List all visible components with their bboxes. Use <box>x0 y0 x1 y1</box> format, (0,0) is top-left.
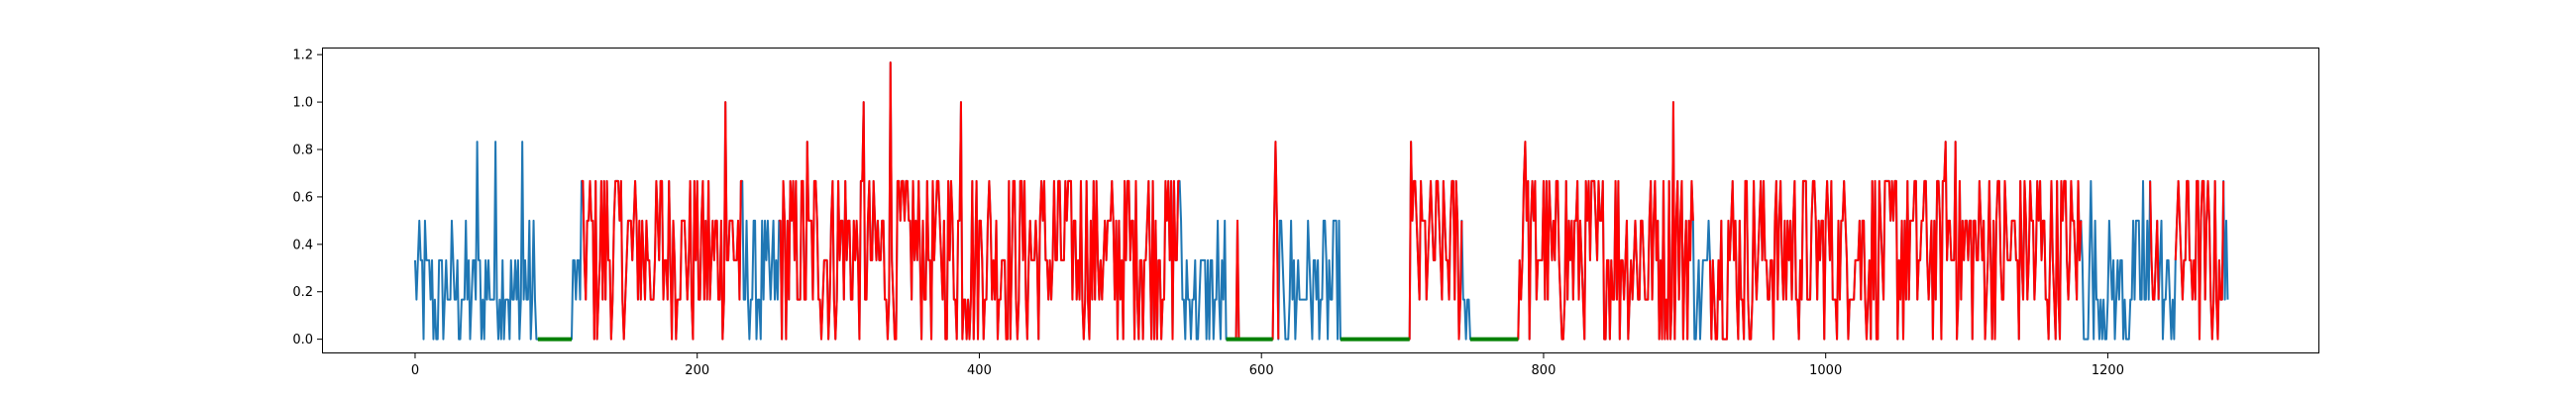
plot-marks <box>413 61 2229 342</box>
series-line-red-segment <box>1708 141 2083 341</box>
x-tick-label: 1000 <box>1809 363 1842 378</box>
y-axis: 0.0 0.2 0.4 0.6 0.8 1.0 1.2 <box>292 49 322 347</box>
x-tick-label: 1200 <box>2092 363 2124 378</box>
series-line-red-segment <box>1514 101 1694 341</box>
x-tick-label: 0 <box>411 363 419 378</box>
y-tick-label: 1.2 <box>292 49 313 63</box>
plot-frame <box>322 48 2319 353</box>
series-line-red-segment <box>1233 141 1280 341</box>
x-tick-label: 400 <box>967 363 992 378</box>
x-axis: 0 200 400 600 800 1000 1200 <box>411 353 2124 378</box>
y-tick-label: 0.2 <box>292 285 313 300</box>
series-line-red-segment <box>581 101 743 341</box>
series-line-red-segment <box>1405 141 1463 341</box>
y-tick-label: 1.0 <box>292 96 313 111</box>
series-line-red-segment <box>779 61 1180 341</box>
series-line-red-segment <box>2149 180 2160 301</box>
x-tick-label: 200 <box>685 363 709 378</box>
y-tick-label: 0.4 <box>292 238 313 252</box>
y-tick-label: 0.0 <box>292 333 313 347</box>
x-tick-label: 800 <box>1532 363 1556 378</box>
y-tick-label: 0.6 <box>292 190 313 205</box>
x-tick-label: 600 <box>1249 363 1274 378</box>
series-line-red-segment <box>2174 179 2225 341</box>
y-tick-label: 0.8 <box>292 144 313 158</box>
